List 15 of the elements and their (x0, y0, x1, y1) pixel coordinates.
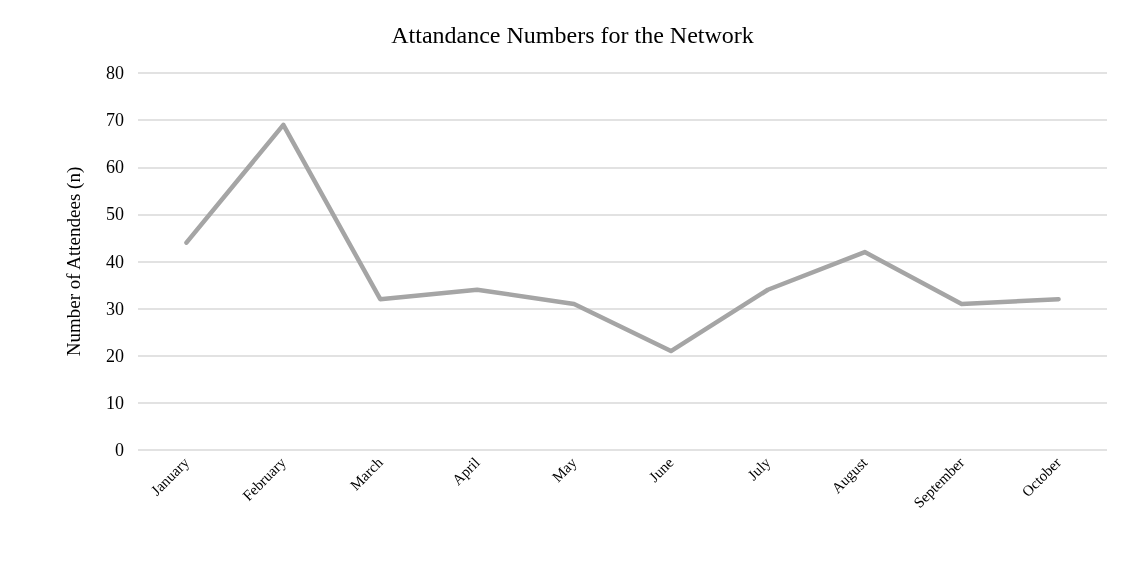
y-tick-label: 80 (106, 63, 124, 83)
chart-title: Attandance Numbers for the Network (391, 22, 754, 48)
x-tick-label: July (744, 453, 774, 484)
y-tick-label: 50 (106, 204, 124, 225)
x-tick-label: May (548, 453, 581, 486)
y-tick-label: 40 (106, 251, 124, 272)
y-axis-title: Number of Attendees (n) (63, 166, 85, 357)
y-tick-label: 20 (106, 345, 124, 366)
x-tick-label: June (645, 454, 677, 486)
y-tick-label: 70 (106, 110, 124, 131)
y-tick-label: 10 (106, 392, 124, 413)
y-tick-label: 30 (106, 298, 124, 319)
y-tick-label: 0 (115, 440, 124, 460)
line-series (184, 122, 1061, 354)
y-tick-label: 60 (106, 157, 124, 178)
